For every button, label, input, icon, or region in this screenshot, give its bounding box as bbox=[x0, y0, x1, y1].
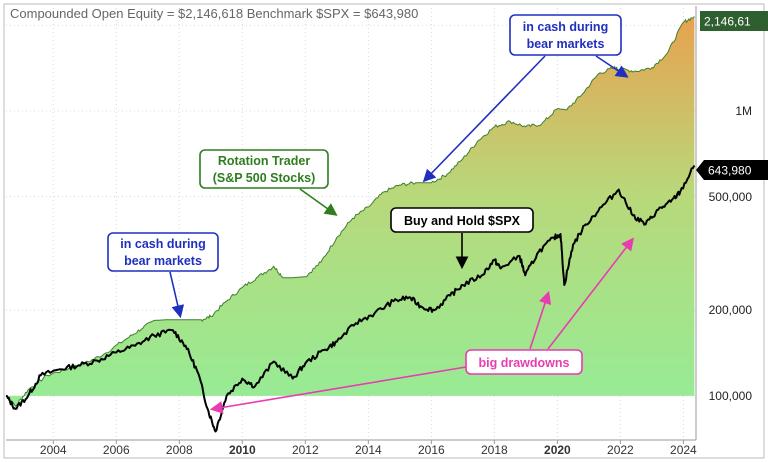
annotation-drawdowns-arrow-2009 bbox=[209, 366, 467, 414]
annotation-drawdowns-label: big drawdowns bbox=[479, 356, 570, 370]
benchmark-line bbox=[5, 165, 696, 433]
annotation-buyhold-box bbox=[390, 207, 534, 233]
annotation-cash-left: in cash during bear markets bbox=[107, 232, 219, 319]
annotation-drawdowns-box bbox=[465, 349, 583, 375]
strategy-tag-box bbox=[700, 11, 768, 31]
strategy-edge-line bbox=[5, 16, 695, 407]
x-tick-label: 2012 bbox=[292, 443, 319, 457]
annotation-cash-left-arrow bbox=[169, 271, 185, 319]
y-tick-label: 1M bbox=[735, 104, 752, 118]
annotation-rotation-arrow bbox=[299, 188, 338, 216]
annotation-cash-right-box bbox=[509, 14, 622, 56]
benchmark-tag-label: 643,980 bbox=[708, 164, 752, 178]
annotation-cash-left-box bbox=[107, 232, 219, 272]
annotation-cash-right: in cash during bear markets bbox=[422, 14, 629, 183]
chart-header: Compounded Open Equity = $2,146,618 Benc… bbox=[10, 6, 418, 21]
annotation-rotation-line2: (S&P 500 Stocks) bbox=[213, 171, 316, 185]
x-tick-label: 2010 bbox=[229, 443, 256, 457]
strategy-area bbox=[6, 16, 695, 407]
x-axis-ticks: 2004 2006 2008 2010 2012 2014 2016 2018 2020 2022… bbox=[40, 440, 697, 457]
strategy-tag-label: 2,146,61 bbox=[704, 15, 751, 29]
x-tick-label: 2008 bbox=[166, 443, 193, 457]
annotation-cash-left-line2: bear markets bbox=[124, 254, 202, 268]
annotation-cash-right-line2: bear markets bbox=[527, 37, 605, 51]
benchmark-value-tag: 643,980 bbox=[696, 160, 768, 180]
annotation-cash-right-arrow-right bbox=[595, 55, 629, 78]
annotation-buyhold-label: Buy and Hold $SPX bbox=[404, 214, 521, 228]
x-tick-label: 2014 bbox=[355, 443, 382, 457]
x-tick-label: 2016 bbox=[418, 443, 445, 457]
y-tick-label: 500,000 bbox=[709, 190, 753, 204]
annotation-big-drawdowns: big drawdowns bbox=[209, 237, 634, 414]
annotation-cash-left-line1: in cash during bbox=[120, 237, 205, 251]
annotation-drawdowns-arrow-2022 bbox=[547, 237, 634, 350]
annotation-rotation-box bbox=[199, 149, 329, 189]
annotation-drawdowns-arrow-2020 bbox=[529, 290, 552, 350]
x-tick-label: 2004 bbox=[40, 443, 67, 457]
annotation-cash-right-arrow-left bbox=[422, 55, 546, 183]
x-tick-label: 2020 bbox=[544, 443, 571, 457]
annotation-buy-hold: Buy and Hold $SPX bbox=[390, 207, 534, 270]
benchmark-tag-box bbox=[696, 160, 768, 180]
annotation-rotation-line1: Rotation Trader bbox=[218, 154, 311, 168]
strategy-value-tag: 2,146,61 bbox=[700, 11, 768, 31]
annotation-rotation-trader: Rotation Trader (S&P 500 Stocks) bbox=[199, 149, 338, 216]
x-tick-label: 2024 bbox=[670, 443, 697, 457]
y-tick-label: 200,000 bbox=[709, 303, 753, 317]
y-tick-label: 100,000 bbox=[709, 389, 753, 403]
x-tick-label: 2006 bbox=[103, 443, 130, 457]
x-tick-label: 2022 bbox=[607, 443, 634, 457]
annotation-cash-right-line1: in cash during bbox=[523, 20, 608, 34]
x-tick-label: 2018 bbox=[481, 443, 508, 457]
